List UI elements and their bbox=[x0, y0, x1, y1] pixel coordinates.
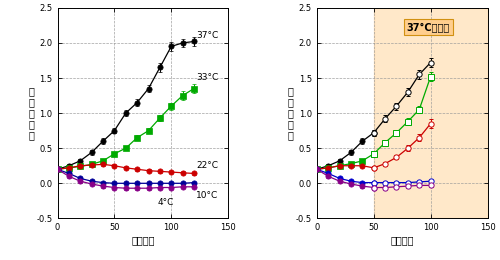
X-axis label: 増殖時間: 増殖時間 bbox=[131, 235, 154, 245]
Text: 22°C: 22°C bbox=[196, 160, 218, 170]
Text: 33°C: 33°C bbox=[196, 74, 218, 82]
Text: 10°C: 10°C bbox=[196, 191, 218, 200]
Y-axis label: 細
胞
増
殖
能: 細 胞 増 殖 能 bbox=[28, 87, 34, 140]
Text: 37°C: 37°C bbox=[196, 31, 218, 40]
X-axis label: 増殖時間: 増殖時間 bbox=[390, 235, 414, 245]
Text: 37°Cに移行: 37°Cに移行 bbox=[406, 22, 450, 32]
Y-axis label: 細
胞
増
殖
能: 細 胞 増 殖 能 bbox=[288, 87, 294, 140]
Bar bbox=[374, 8, 488, 218]
Text: 4°C: 4°C bbox=[158, 198, 174, 207]
